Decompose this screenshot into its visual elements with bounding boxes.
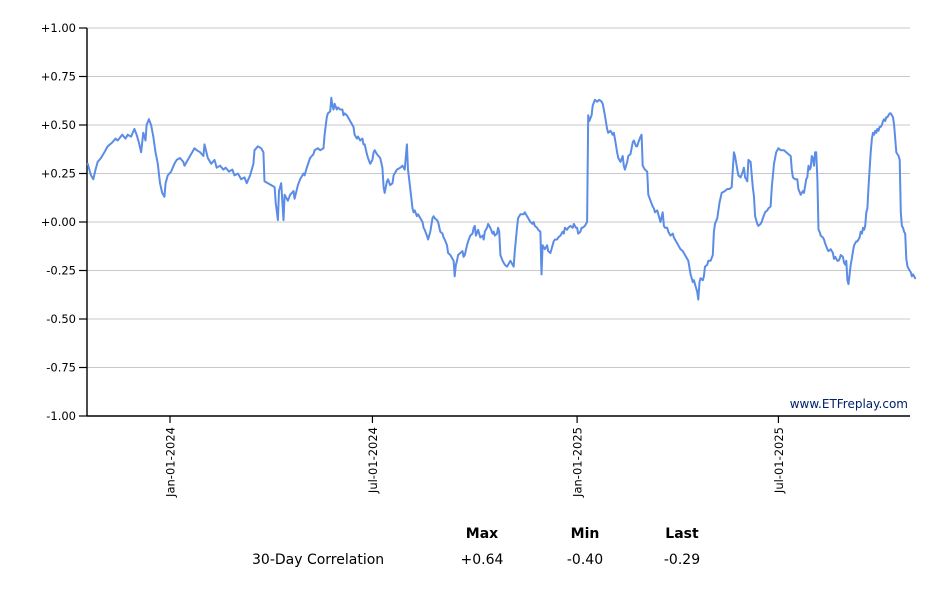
correlation-line (86, 96, 917, 301)
gridlines (87, 27, 910, 368)
x-axis-label: Jul-01-2024 (366, 427, 380, 494)
x-axis: Jan-01-2024 Jul-01-2024 Jan-01-2025 Jul-01-… (164, 416, 786, 498)
y-axis-label: -0.25 (46, 264, 76, 278)
stats-header-last: Last (665, 526, 699, 542)
y-axis-label: -1.00 (46, 409, 76, 423)
y-axis: +1.00 +0.75 +0.50 +0.25 +0.00 -0.25 -0.50 -0.75… (41, 21, 87, 423)
correlation-chart: +1.00 +0.75 +0.50 +0.25 +0.00 -0.25 -0.50 -0.75… (41, 21, 917, 498)
stats-row-label: 30-Day Correlation (252, 552, 385, 568)
y-axis-label: +1.00 (41, 21, 76, 35)
watermark: www.ETFreplay.com (790, 397, 908, 411)
x-axis-label: Jul-01-2025 (772, 427, 786, 494)
y-axis-label: +0.50 (41, 118, 76, 132)
y-axis-label: -0.75 (46, 361, 76, 375)
x-axis-label: Jan-01-2025 (571, 427, 585, 498)
stats-header-min: Min (570, 526, 600, 542)
stats-value-max: +0.64 (460, 552, 504, 568)
y-axis-label: +0.75 (41, 70, 76, 84)
stats-value-min: -0.40 (566, 552, 604, 568)
y-axis-label: +0.25 (41, 167, 76, 181)
stats-header-max: Max (465, 526, 499, 542)
x-axis-label: Jan-01-2024 (164, 427, 178, 498)
stats-value-last: -0.29 (663, 552, 701, 568)
y-axis-label: -0.50 (46, 312, 76, 326)
y-axis-label: +0.00 (41, 215, 76, 229)
